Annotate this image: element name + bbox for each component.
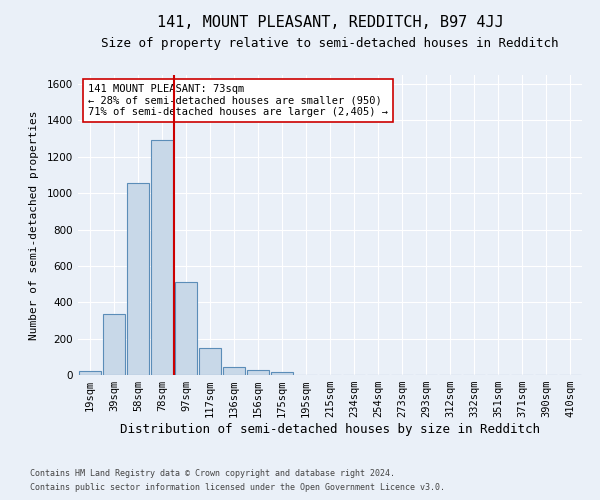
Text: Contains public sector information licensed under the Open Government Licence v3: Contains public sector information licen…	[30, 484, 445, 492]
Text: Size of property relative to semi-detached houses in Redditch: Size of property relative to semi-detach…	[101, 38, 559, 51]
Bar	[79, 372, 101, 375]
Bar	[175, 282, 197, 375]
Bar	[247, 370, 269, 375]
Bar	[127, 183, 149, 375]
Bar	[199, 348, 221, 375]
Y-axis label: Number of semi-detached properties: Number of semi-detached properties	[29, 110, 38, 340]
Text: Contains HM Land Registry data © Crown copyright and database right 2024.: Contains HM Land Registry data © Crown c…	[30, 468, 395, 477]
Text: 141, MOUNT PLEASANT, REDDITCH, B97 4JJ: 141, MOUNT PLEASANT, REDDITCH, B97 4JJ	[157, 15, 503, 30]
Bar	[103, 314, 125, 375]
X-axis label: Distribution of semi-detached houses by size in Redditch: Distribution of semi-detached houses by …	[120, 423, 540, 436]
Bar	[151, 140, 173, 375]
Bar	[223, 367, 245, 375]
Bar	[271, 372, 293, 375]
Text: 141 MOUNT PLEASANT: 73sqm
← 28% of semi-detached houses are smaller (950)
71% of: 141 MOUNT PLEASANT: 73sqm ← 28% of semi-…	[88, 84, 388, 117]
